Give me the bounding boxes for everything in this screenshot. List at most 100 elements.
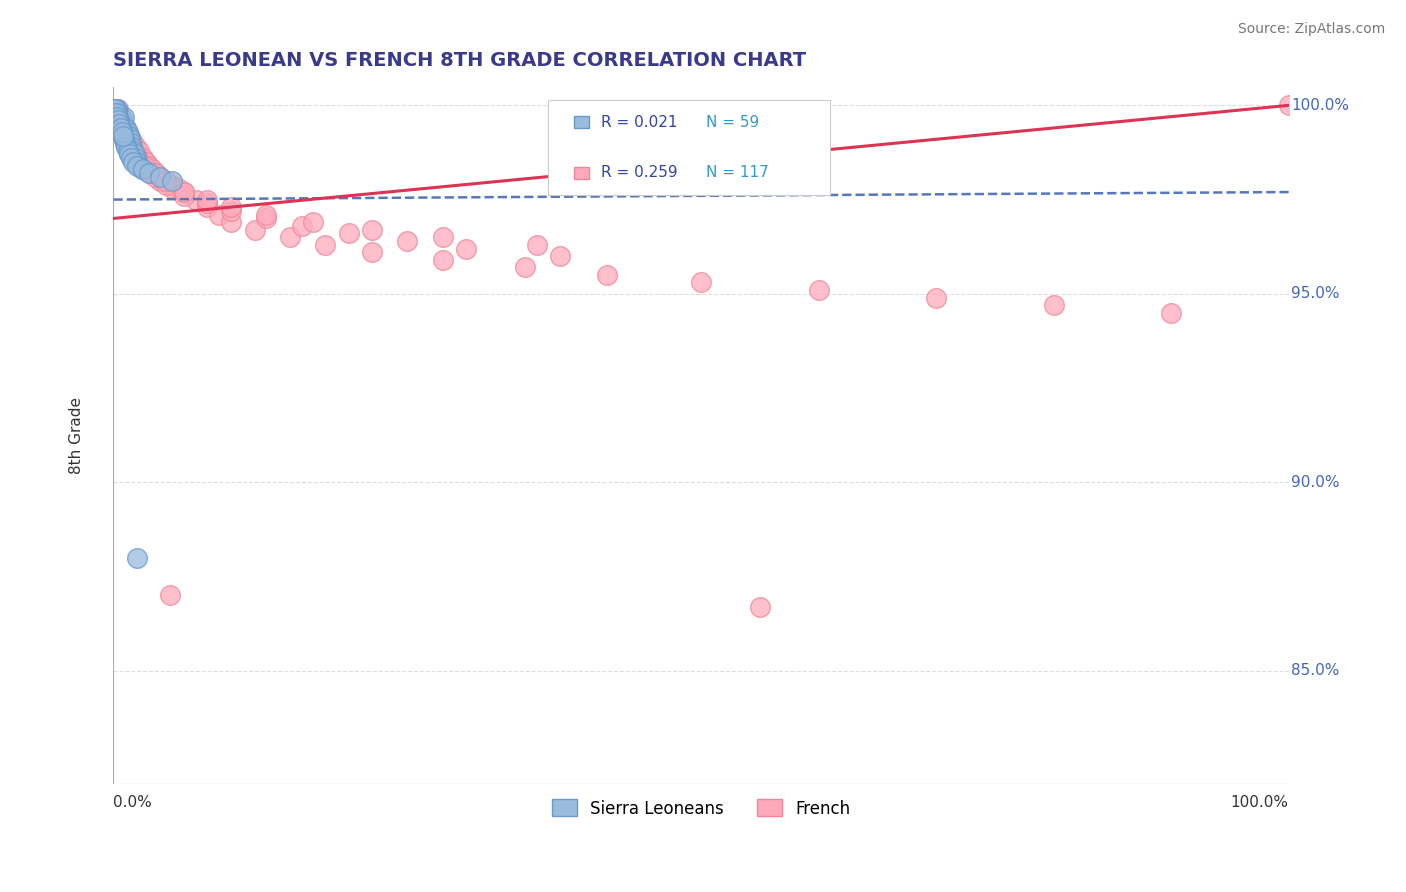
- Point: [107, 110, 129, 124]
- Point: [121, 147, 143, 161]
- Point: [105, 102, 128, 116]
- Point: [122, 144, 145, 158]
- Point: [396, 234, 419, 248]
- Point: [110, 110, 132, 124]
- Point: [105, 113, 128, 128]
- Point: [114, 128, 136, 143]
- Point: [141, 162, 163, 177]
- Point: [118, 128, 141, 143]
- Point: [104, 106, 127, 120]
- Point: [125, 140, 148, 154]
- Point: [127, 154, 149, 169]
- Point: [162, 178, 184, 192]
- Point: [167, 181, 190, 195]
- Point: [925, 291, 948, 305]
- Point: [254, 211, 277, 226]
- Point: [278, 230, 301, 244]
- Point: [548, 249, 571, 263]
- Point: [125, 154, 148, 169]
- Point: [117, 144, 139, 158]
- Point: [197, 196, 219, 211]
- Point: [125, 151, 148, 165]
- Point: [596, 268, 619, 282]
- Point: [143, 166, 166, 180]
- Point: [105, 106, 128, 120]
- Point: [337, 227, 360, 241]
- Text: Source: ZipAtlas.com: Source: ZipAtlas.com: [1237, 22, 1385, 37]
- Point: [108, 117, 131, 131]
- Point: [115, 125, 138, 139]
- Point: [122, 154, 145, 169]
- Point: [111, 128, 134, 143]
- Text: R = 0.021: R = 0.021: [600, 114, 678, 129]
- Point: [124, 144, 146, 158]
- Point: [122, 136, 145, 150]
- Point: [110, 113, 132, 128]
- Point: [107, 113, 129, 128]
- FancyBboxPatch shape: [548, 101, 831, 194]
- Point: [173, 185, 195, 199]
- Point: [690, 276, 713, 290]
- Point: [104, 102, 127, 116]
- Point: [219, 215, 242, 229]
- Point: [149, 169, 172, 184]
- Point: [114, 136, 136, 150]
- Point: [1042, 298, 1064, 312]
- Point: [134, 159, 156, 173]
- Point: [108, 106, 131, 120]
- Point: [120, 144, 142, 158]
- Bar: [574, 116, 589, 128]
- Point: [128, 159, 150, 173]
- Point: [1278, 98, 1301, 112]
- Text: 0.0%: 0.0%: [114, 795, 152, 810]
- Point: [145, 166, 167, 180]
- Text: R = 0.259: R = 0.259: [600, 166, 678, 180]
- Point: [121, 140, 143, 154]
- Point: [125, 151, 148, 165]
- Point: [111, 125, 134, 139]
- Point: [115, 140, 138, 154]
- Point: [108, 117, 131, 131]
- Point: [105, 110, 128, 124]
- Point: [112, 125, 135, 139]
- Point: [115, 132, 138, 146]
- Point: [115, 128, 138, 143]
- Text: 95.0%: 95.0%: [1291, 286, 1340, 301]
- Point: [361, 245, 384, 260]
- Point: [114, 125, 136, 139]
- Text: 85.0%: 85.0%: [1291, 663, 1340, 678]
- Point: [112, 132, 135, 146]
- Point: [108, 110, 131, 124]
- Point: [107, 117, 129, 131]
- Point: [121, 147, 143, 161]
- Point: [302, 215, 325, 229]
- Point: [111, 117, 134, 131]
- Point: [111, 117, 134, 131]
- Point: [173, 185, 195, 199]
- Point: [107, 117, 129, 131]
- Point: [125, 159, 148, 173]
- Point: [111, 117, 134, 131]
- Point: [111, 120, 134, 135]
- Point: [105, 106, 128, 120]
- Point: [138, 159, 160, 173]
- Point: [128, 144, 150, 158]
- Point: [120, 132, 142, 146]
- Point: [118, 136, 141, 150]
- Text: 100.0%: 100.0%: [1230, 795, 1289, 810]
- Point: [118, 132, 141, 146]
- Point: [114, 125, 136, 139]
- Point: [104, 110, 127, 124]
- Point: [155, 174, 177, 188]
- Point: [132, 159, 155, 173]
- Point: [110, 120, 132, 135]
- Point: [110, 120, 132, 135]
- Point: [197, 193, 219, 207]
- Point: [108, 110, 131, 124]
- Point: [105, 110, 128, 124]
- Point: [184, 193, 207, 207]
- Point: [107, 113, 129, 128]
- Point: [162, 181, 184, 195]
- Point: [118, 144, 141, 158]
- Point: [1160, 305, 1182, 319]
